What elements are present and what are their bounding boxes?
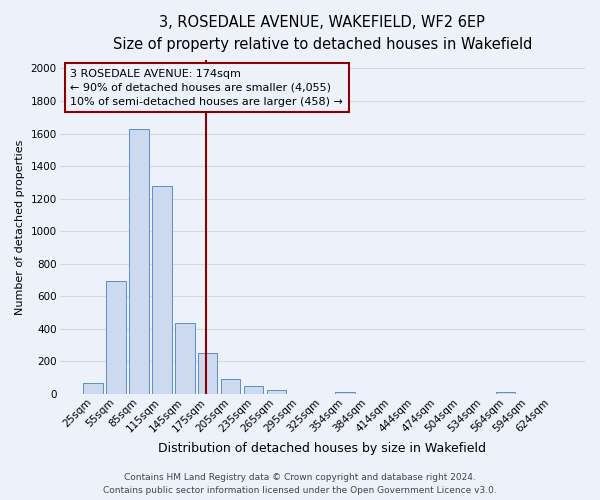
Bar: [152, 186, 172, 394]
Bar: [175, 323, 194, 394]
Text: Contains HM Land Registry data © Crown copyright and database right 2024.
Contai: Contains HM Land Registry data © Crown c…: [103, 474, 497, 495]
Bar: [129, 128, 149, 394]
Bar: [198, 352, 217, 394]
Bar: [335, 392, 355, 394]
Bar: [244, 386, 263, 394]
Title: 3, ROSEDALE AVENUE, WAKEFIELD, WF2 6EP
Size of property relative to detached hou: 3, ROSEDALE AVENUE, WAKEFIELD, WF2 6EP S…: [113, 15, 532, 52]
Bar: [267, 390, 286, 394]
Bar: [83, 384, 103, 394]
Bar: [496, 392, 515, 394]
Bar: [106, 281, 126, 394]
X-axis label: Distribution of detached houses by size in Wakefield: Distribution of detached houses by size …: [158, 442, 486, 455]
Text: 3 ROSEDALE AVENUE: 174sqm
← 90% of detached houses are smaller (4,055)
10% of se: 3 ROSEDALE AVENUE: 174sqm ← 90% of detac…: [70, 68, 343, 106]
Bar: [221, 380, 241, 394]
Y-axis label: Number of detached properties: Number of detached properties: [15, 140, 25, 315]
